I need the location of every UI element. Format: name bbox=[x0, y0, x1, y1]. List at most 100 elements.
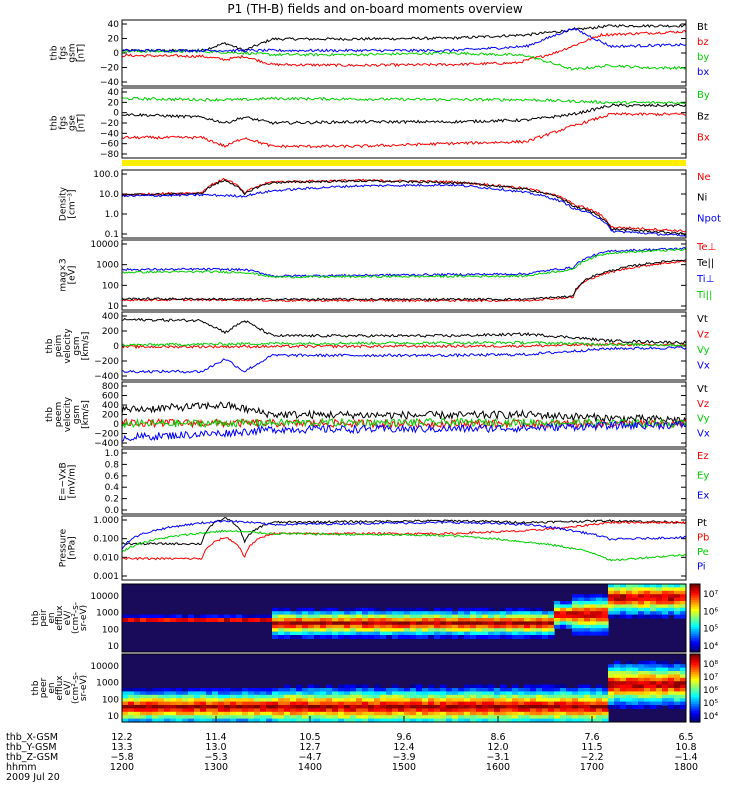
spectrogram-cell bbox=[536, 708, 543, 713]
spectrogram-cell bbox=[596, 621, 603, 626]
spectrogram-cell bbox=[272, 611, 279, 616]
spectrogram-cell bbox=[602, 711, 609, 716]
y-tick-label: −20 bbox=[100, 119, 119, 129]
spectrogram-cell bbox=[554, 621, 561, 626]
spectrogram-cell bbox=[380, 624, 387, 629]
spectrogram-cell bbox=[668, 701, 675, 706]
spectrogram-cell bbox=[332, 631, 339, 636]
colorbar-tick-label: 10⁷ bbox=[703, 590, 718, 600]
spectrogram-cell bbox=[308, 618, 315, 622]
spectrogram-cell bbox=[212, 614, 219, 619]
legend-entry: Vx bbox=[697, 428, 710, 439]
spectrogram-cell bbox=[500, 688, 507, 692]
spectrogram-cell bbox=[374, 694, 381, 699]
spectrogram-cell bbox=[584, 607, 591, 612]
y-axis-label: efflux bbox=[55, 605, 65, 631]
ephemeris-value: −4.7 bbox=[298, 752, 321, 763]
spectrogram-cell bbox=[428, 628, 435, 633]
spectrogram-cell bbox=[644, 660, 651, 665]
spectrogram-cell bbox=[128, 708, 135, 713]
legend-entry: Vz bbox=[697, 330, 709, 341]
spectrogram-cell bbox=[656, 584, 663, 588]
spectrogram-cell bbox=[536, 701, 543, 706]
spectrogram-cell bbox=[596, 708, 603, 713]
spectrogram-cell bbox=[680, 597, 687, 602]
y-tick-label: 1000 bbox=[96, 609, 119, 619]
spectrogram-cell bbox=[320, 718, 327, 723]
spectrogram-cell bbox=[254, 688, 261, 692]
spectrogram-cell bbox=[380, 628, 387, 633]
spectrogram-cell bbox=[296, 635, 303, 639]
spectrogram-cell bbox=[338, 688, 345, 692]
spectrogram-cell bbox=[374, 614, 381, 619]
spectrogram-cell bbox=[362, 688, 369, 692]
spectrogram-cell bbox=[584, 715, 591, 720]
spectrogram-cell bbox=[608, 698, 615, 703]
spectrogram-cell bbox=[668, 584, 675, 588]
spectrogram-cell bbox=[428, 715, 435, 720]
y-axis-label: [nPa] bbox=[68, 536, 78, 559]
spectrogram-cell bbox=[176, 705, 183, 709]
spectrogram-peir bbox=[122, 584, 687, 652]
y-axis-label: thb bbox=[50, 45, 60, 60]
spectrogram-cell bbox=[428, 698, 435, 703]
y-axis-label: velocity bbox=[63, 328, 73, 364]
ephemeris-value: 8.6 bbox=[490, 732, 505, 743]
spectrogram-cell bbox=[470, 607, 477, 612]
spectrogram-cell bbox=[620, 607, 627, 612]
spectrogram-cell bbox=[230, 614, 237, 619]
spectrogram-cell bbox=[260, 718, 267, 723]
spectrogram-cell bbox=[524, 684, 531, 689]
spectrogram-cell bbox=[152, 698, 159, 703]
series-group bbox=[122, 177, 686, 238]
spectrogram-cell bbox=[614, 688, 621, 692]
spectrogram-cell bbox=[542, 694, 549, 699]
spectrogram-cell bbox=[428, 618, 435, 622]
spectrogram-cell bbox=[356, 691, 363, 696]
spectrogram-cell bbox=[644, 667, 651, 672]
spectrogram-cell bbox=[356, 705, 363, 709]
spectrogram-cell bbox=[398, 607, 405, 612]
spectrogram-cell bbox=[548, 624, 555, 629]
ephemeris-value: 10.8 bbox=[675, 742, 696, 753]
spectrogram-cell bbox=[314, 614, 321, 619]
spectrogram-cell bbox=[302, 628, 309, 633]
spectrogram-cell bbox=[260, 715, 267, 720]
spectrogram-cell bbox=[134, 701, 141, 706]
spectrogram-cell bbox=[362, 624, 369, 629]
spectrogram-cell bbox=[614, 607, 621, 612]
spectrogram-cell bbox=[182, 711, 189, 716]
spectrogram-cell bbox=[584, 701, 591, 706]
spectrogram-cell bbox=[524, 618, 531, 622]
spectrogram-cell bbox=[656, 701, 663, 706]
spectrogram-cell bbox=[446, 708, 453, 713]
spectrogram-cell bbox=[158, 705, 165, 709]
spectrogram-cell bbox=[194, 618, 201, 622]
spectrogram-cell bbox=[452, 631, 459, 636]
y-tick-label: 0.4 bbox=[105, 483, 120, 493]
spectrogram-cell bbox=[254, 711, 261, 716]
spectrogram-cell bbox=[296, 624, 303, 629]
spectrogram-cell bbox=[590, 611, 597, 616]
spectrogram-cell bbox=[272, 628, 279, 633]
spectrogram-cell bbox=[362, 718, 369, 723]
y-tick-label: 1.0 bbox=[105, 449, 120, 459]
spectrogram-cell bbox=[524, 718, 531, 723]
spectrogram-cell bbox=[584, 628, 591, 633]
spectrogram-cell bbox=[314, 711, 321, 716]
spectrogram-cell bbox=[674, 705, 681, 709]
spectrogram-cell bbox=[512, 628, 519, 633]
spectrogram-cell bbox=[446, 691, 453, 696]
spectrogram-cell bbox=[620, 584, 627, 588]
spectrogram-cell bbox=[536, 694, 543, 699]
spectrogram-cell bbox=[128, 698, 135, 703]
spectrogram-cell bbox=[176, 698, 183, 703]
spectrogram-cell bbox=[488, 628, 495, 633]
spectrogram-cell bbox=[500, 705, 507, 709]
spectrogram-cell bbox=[380, 705, 387, 709]
spectrogram-cell bbox=[674, 701, 681, 706]
spectrogram-cell bbox=[452, 705, 459, 709]
spectrogram-cell bbox=[200, 618, 207, 622]
spectrogram-cell bbox=[650, 684, 657, 689]
spectrogram-cell bbox=[680, 674, 687, 679]
